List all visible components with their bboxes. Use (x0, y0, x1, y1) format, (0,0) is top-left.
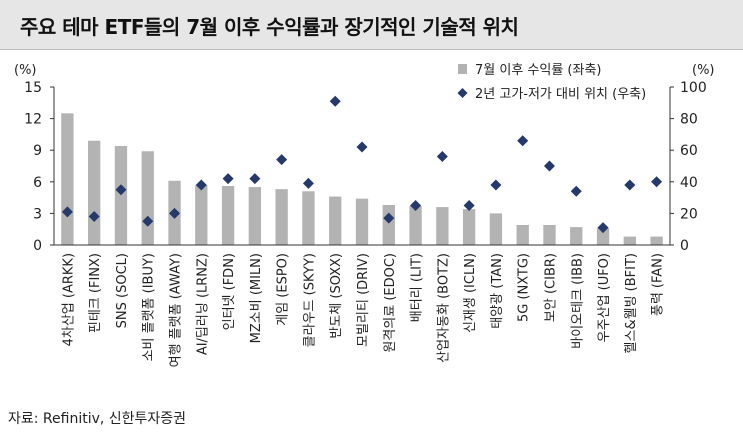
point-marker (88, 211, 100, 223)
category-label: 핀테크 (FINX) (88, 253, 103, 333)
bar (302, 191, 315, 245)
source-note: 자료: Refinitiv, 신한투자증권 (8, 411, 187, 427)
point-marker (543, 160, 555, 172)
bar (543, 224, 556, 245)
left-tick-label: 0 (33, 238, 42, 254)
bar (195, 184, 208, 245)
point-marker (570, 185, 582, 197)
bar (382, 204, 395, 245)
bar (436, 207, 449, 245)
category-label: 배터리 (LIT) (410, 253, 425, 322)
left-tick-label: 12 (24, 112, 42, 128)
bar (329, 196, 342, 245)
category-label: AI/딥러닝 (LRNZ) (195, 253, 210, 355)
legend-point-swatch (457, 88, 468, 98)
point-marker (463, 200, 475, 211)
right-tick-label: 40 (680, 175, 698, 191)
title-bar: 주요 테마 ETF들의 7월 이후 수익률과 장기적인 기술적 위치 (0, 0, 743, 50)
left-tick-label: 9 (33, 143, 42, 159)
point-marker (302, 177, 314, 189)
category-label: 반도체 (SOXX) (329, 253, 344, 339)
point-marker (142, 215, 154, 227)
bar (570, 227, 583, 245)
left-axis-unit: (%) (14, 63, 37, 78)
category-label: 원격의료 (EDOC) (383, 253, 398, 353)
chart: 0 3 6 9 12 15 0 20 40 60 80 100 (%) (%) 4차산업 (ARKK) 핀테크… (14, 63, 715, 367)
point-marker (436, 151, 448, 163)
point-marker (249, 173, 261, 185)
point-marker (597, 222, 609, 234)
category-label: 산업자동화 (BOTZ) (436, 253, 451, 363)
category-label: 풍력 (FAN) (651, 253, 666, 316)
legend-point-label: 2년 고가-저가 대비 위치 (우축) (475, 87, 646, 102)
category-label: 모빌리티 (DRIV) (356, 253, 371, 347)
point-marker (624, 179, 636, 191)
bar (596, 228, 610, 245)
category-label: 5G (NXTG) (517, 253, 532, 322)
bar (516, 224, 529, 245)
bar (462, 209, 476, 245)
right-tick-label: 80 (680, 112, 698, 128)
point-marker (61, 206, 73, 218)
category-label: 인터넷 (FDN) (222, 253, 237, 330)
legend-bar-label: 7월 이후 수익률 (좌축) (475, 63, 602, 78)
category-label: 게임 (ESPO) (276, 253, 291, 326)
point-marker (356, 141, 368, 153)
bar (141, 151, 154, 245)
point-marker (490, 179, 502, 191)
point-marker (410, 200, 422, 211)
bar (489, 213, 503, 245)
category-label: 4차산업 (ARKK) (61, 253, 76, 346)
bar (88, 140, 101, 245)
category-label: 클라우드 (SKYY) (302, 253, 317, 347)
right-tick-label: 0 (680, 238, 689, 254)
legend-bar-swatch (458, 64, 467, 74)
bar (61, 113, 74, 245)
point-marker (651, 176, 663, 188)
point-marker (276, 154, 288, 166)
point-marker (169, 207, 181, 219)
point-marker (222, 173, 234, 185)
bar (275, 189, 288, 245)
category-label: 소비 플랫폼 (IBUY) (142, 253, 157, 361)
left-tick-label: 6 (33, 175, 42, 191)
category-label: 우주산업 (UFO) (597, 253, 612, 342)
bar (248, 187, 262, 245)
category-label: 헬스&웰빙 (BFIT) (624, 253, 639, 353)
bar (221, 186, 235, 245)
right-axis-unit: (%) (692, 63, 715, 78)
point-marker (329, 95, 341, 107)
bar (623, 236, 636, 245)
right-tick-label: 100 (680, 80, 707, 96)
category-label: 태양광 (TAN) (490, 253, 505, 329)
right-tick-label: 60 (680, 143, 698, 159)
bar (409, 206, 422, 245)
category-label: 여행 플랫폼 (AWAY) (168, 253, 184, 367)
bar (650, 236, 663, 245)
left-tick-label: 15 (24, 80, 42, 96)
category-label: SNS (SOCL) (115, 253, 130, 328)
point-marker (517, 135, 529, 147)
point-marker (115, 184, 127, 196)
left-tick-label: 3 (33, 206, 42, 222)
bar (114, 145, 128, 245)
category-label: 신재생 (ICLN) (463, 253, 478, 333)
right-tick-label: 20 (680, 206, 698, 222)
category-label: 바이오테크 (IBB) (570, 253, 585, 349)
point-marker (195, 179, 207, 191)
point-marker (383, 212, 395, 224)
page-title: 주요 테마 ETF들의 7월 이후 수익률과 장기적인 기술적 위치 (20, 15, 519, 39)
bar (355, 198, 369, 245)
category-label: 보안 (CIBR) (543, 253, 558, 322)
category-label: MZ소비 (MILN) (249, 253, 264, 343)
